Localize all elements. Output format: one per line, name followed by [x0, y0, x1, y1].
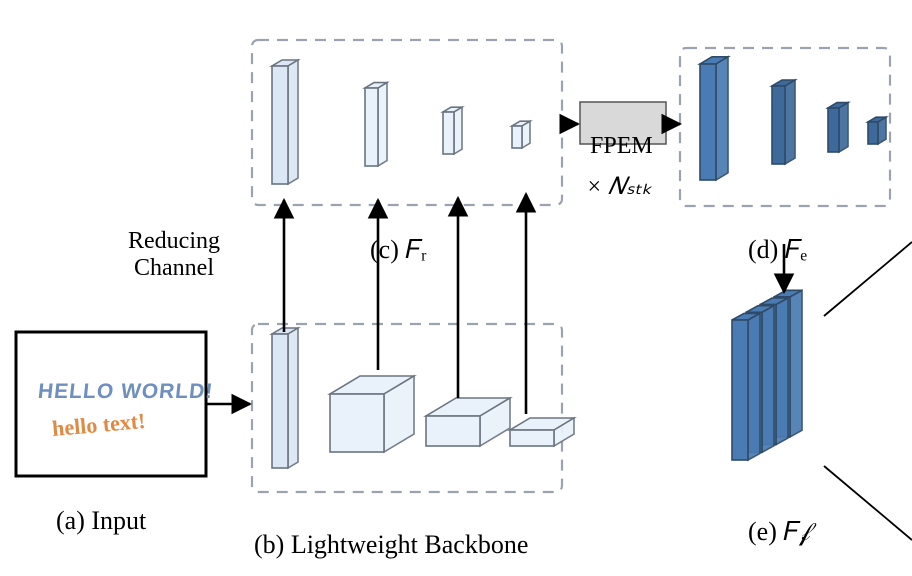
label-fpem: FPEM: [590, 133, 653, 160]
caption-ff: (e) 𝐹𝒻: [748, 517, 811, 548]
caption-fe: (d) 𝐹ₑ: [748, 235, 807, 266]
sample-text-hello-world: HELLO WORLD!: [37, 380, 215, 404]
label-nstk: × 𝑁ₛₜₖ: [586, 172, 652, 201]
caption-input: (a) Input: [56, 506, 146, 536]
caption-backbone: (b) Lightweight Backbone: [254, 530, 528, 560]
diagram-canvas: [0, 0, 912, 576]
label-reducing-channel: ReducingChannel: [128, 228, 220, 282]
caption-fr: (c) 𝐹ᵣ: [370, 235, 427, 266]
